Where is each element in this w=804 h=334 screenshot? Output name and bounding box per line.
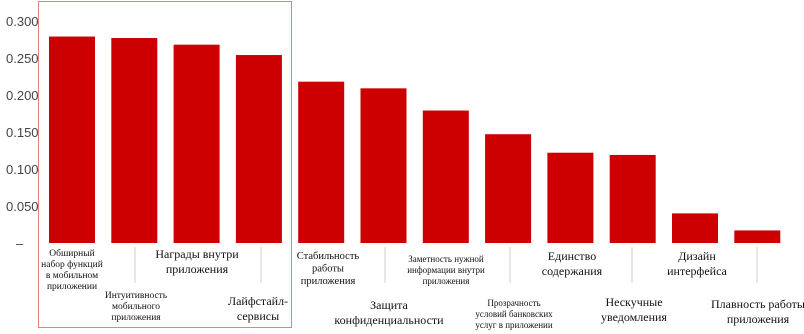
y-tick-label: 0.300 xyxy=(6,14,39,29)
bar xyxy=(609,154,656,243)
bar xyxy=(173,44,220,244)
category-label: Стабильность работы приложения xyxy=(297,251,360,287)
bar xyxy=(672,213,718,243)
bar xyxy=(547,152,594,243)
category-label: Нескучные уведомления xyxy=(601,295,667,324)
bar xyxy=(111,38,158,243)
bar xyxy=(235,55,282,243)
highlight-box-group xyxy=(38,1,292,328)
y-tick-label: 0.150 xyxy=(6,125,39,140)
category-label: Дизайн интерфейса xyxy=(667,249,727,278)
y-tick-label: 0.200 xyxy=(6,88,39,103)
category-label: Прозрачность условий банковских услуг в пр… xyxy=(475,298,553,330)
bar xyxy=(485,134,532,243)
category-label: Заметность нужной информации внутри прилож… xyxy=(407,254,485,286)
category-label: Плавность работы приложения xyxy=(711,297,804,326)
category-label: Интуитивность мобильного приложения xyxy=(105,291,168,323)
category-label: Единство содержания xyxy=(542,249,603,278)
y-axis: – 0.050 0.100 0.150 0.200 0.250 0.300 xyxy=(6,14,39,251)
bar xyxy=(298,81,345,244)
category-label: Награды внутри приложения xyxy=(155,247,239,276)
y-tick-label: 0.050 xyxy=(6,199,39,214)
bar xyxy=(49,36,95,243)
bars xyxy=(49,36,781,244)
y-tick-label: 0.100 xyxy=(6,162,39,177)
category-label: Обширный набор функций в мобильном приложен… xyxy=(41,248,103,292)
category-dividers xyxy=(134,247,758,283)
y-tick-label: 0.250 xyxy=(6,51,39,66)
category-labels: Обширный набор функций в мобильном приложен… xyxy=(41,247,804,330)
bar xyxy=(360,88,407,243)
category-label: Защита конфиденциальности xyxy=(334,298,444,327)
y-tick-label: – xyxy=(16,236,24,251)
bar xyxy=(422,110,469,243)
category-label: Лайфстайл-сервисы xyxy=(228,294,288,323)
bar xyxy=(734,230,781,243)
highlight-box xyxy=(38,1,292,328)
